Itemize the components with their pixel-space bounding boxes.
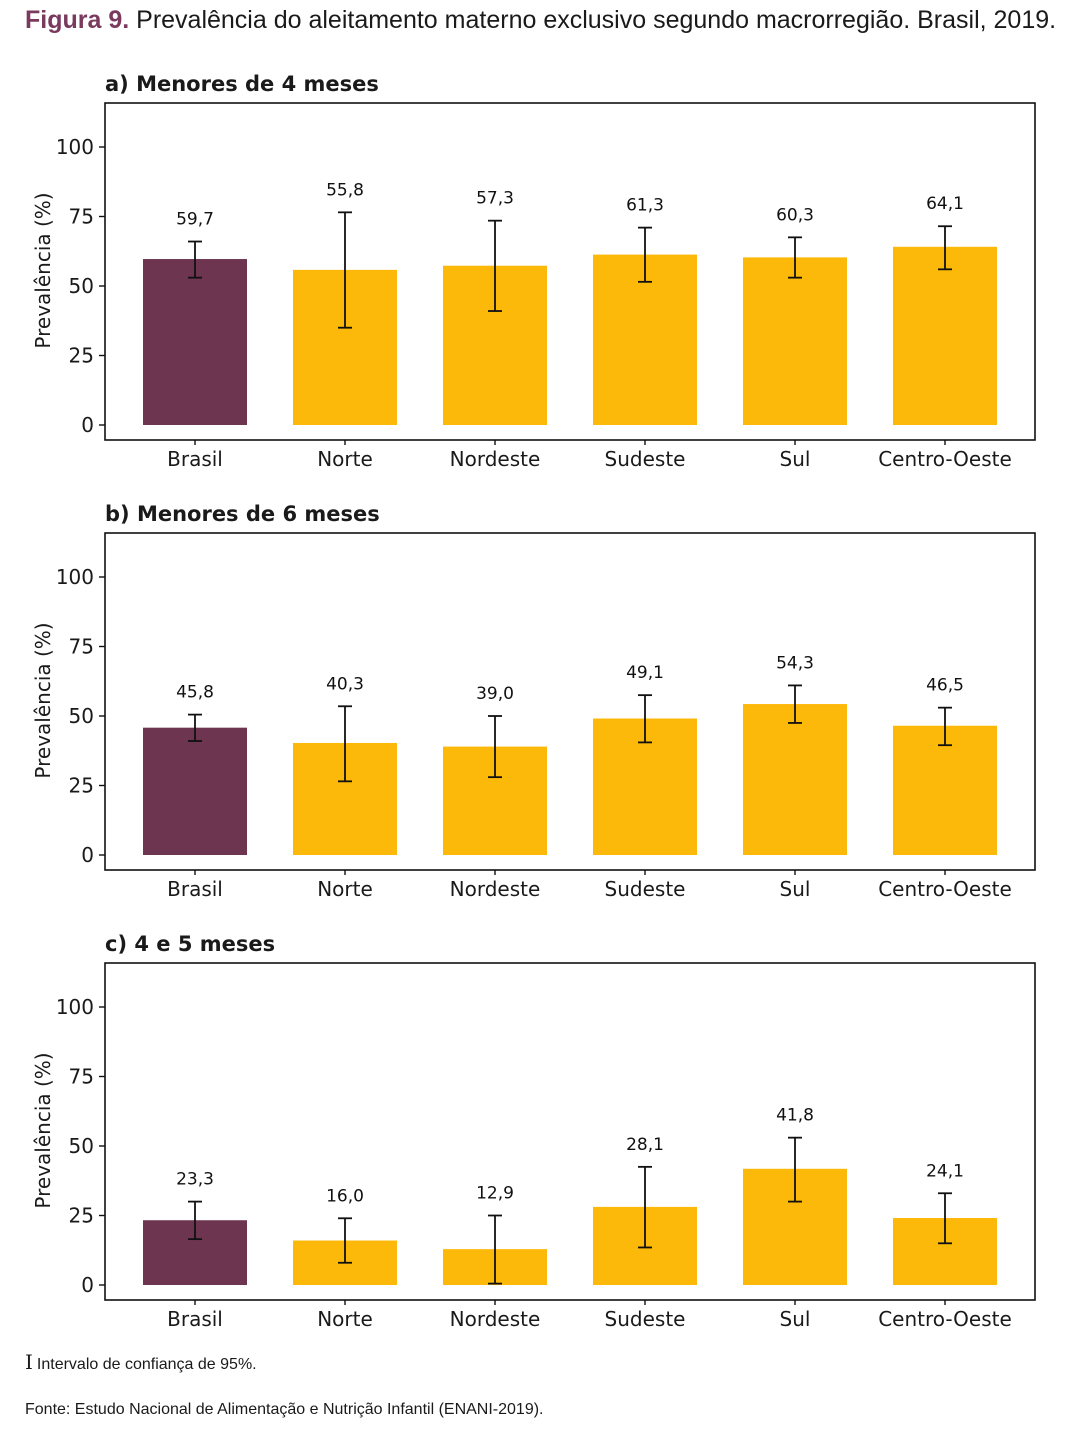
y-tick-label: 25 <box>69 1204 94 1228</box>
y-axis-label: Prevalência (%) <box>31 622 55 778</box>
data-label: 39,0 <box>476 684 514 704</box>
x-tick-label: Sudeste <box>605 1307 686 1331</box>
x-tick-label: Sul <box>780 877 811 901</box>
x-tick-label: Sudeste <box>605 877 686 901</box>
x-tick-label: Centro-Oeste <box>878 877 1012 901</box>
x-tick-label: Nordeste <box>450 1307 541 1331</box>
data-label: 49,1 <box>626 663 664 683</box>
x-tick-label: Nordeste <box>450 877 541 901</box>
data-label: 57,3 <box>476 189 514 209</box>
x-tick-label: Sul <box>780 447 811 471</box>
bar-sudeste <box>593 254 697 425</box>
x-tick-label: Sudeste <box>605 447 686 471</box>
data-label: 12,9 <box>476 1184 514 1204</box>
chart-panel-a: 0 25 50 75 100 Prevalência (%) 59,7 Brasil 55,8 N… <box>31 102 1036 471</box>
data-label: 40,3 <box>326 674 364 694</box>
source-footnote: Fonte: Estudo Nacional de Alimentação e … <box>25 1401 544 1418</box>
y-tick-label: 0 <box>81 413 94 437</box>
data-label: 41,8 <box>776 1106 814 1126</box>
y-tick-label: 100 <box>56 995 94 1019</box>
bar-brasil <box>143 727 247 855</box>
y-tick-label: 100 <box>56 135 94 159</box>
data-label: 64,1 <box>926 194 964 214</box>
ci-footnote: I Intervalo de confiança de 95%. <box>25 1350 257 1374</box>
data-label: 55,8 <box>326 180 364 200</box>
y-tick-label: 50 <box>69 704 94 728</box>
bar-centro-oeste <box>893 725 997 855</box>
data-label: 59,7 <box>176 210 214 230</box>
figure-title: Figura 9. Prevalência do aleitamento mat… <box>25 6 1056 35</box>
y-tick-label: 75 <box>69 1065 94 1089</box>
x-tick-label: Norte <box>317 1307 373 1331</box>
y-tick-label: 25 <box>69 774 94 798</box>
y-tick-label: 0 <box>81 843 94 867</box>
plot-frame <box>104 532 1036 871</box>
figure-title-text: Prevalência do aleitamento materno exclu… <box>136 6 1057 34</box>
y-tick-label: 0 <box>81 1273 94 1297</box>
x-tick-label: Norte <box>317 447 373 471</box>
y-tick-label: 50 <box>69 274 94 298</box>
data-label: 45,8 <box>176 683 214 703</box>
data-label: 16,0 <box>326 1186 364 1206</box>
data-label: 28,1 <box>626 1135 664 1155</box>
bar-centro-oeste <box>893 246 997 425</box>
plot-frame <box>104 102 1036 441</box>
x-tick-label: Brasil <box>167 877 223 901</box>
ci-footnote-text: Intervalo de confiança de 95%. <box>36 1356 257 1373</box>
x-tick-label: Centro-Oeste <box>878 1307 1012 1331</box>
y-tick-label: 50 <box>69 1134 94 1158</box>
y-tick-label: 100 <box>56 565 94 589</box>
x-tick-label: Brasil <box>167 447 223 471</box>
data-label: 23,3 <box>176 1170 214 1190</box>
bar-sul <box>743 257 847 425</box>
panel-b-title: b) Menores de 6 meses <box>105 502 380 526</box>
data-label: 61,3 <box>626 196 664 216</box>
y-axis-label: Prevalência (%) <box>31 1052 55 1208</box>
chart-panel-b: 0 25 50 75 100 Prevalência (%) 45,8 Brasil 40,3 N… <box>31 532 1036 901</box>
panel-c-title: c) 4 e 5 meses <box>105 932 276 956</box>
chart-panel-c: 0 25 50 75 100 Prevalência (%) 23,3 Brasil 16,0 N… <box>31 962 1036 1331</box>
data-label: 54,3 <box>776 653 814 673</box>
x-tick-label: Sul <box>780 1307 811 1331</box>
y-axis-label: Prevalência (%) <box>31 192 55 348</box>
y-tick-label: 25 <box>69 344 94 368</box>
bar-brasil <box>143 259 247 425</box>
data-label: 46,5 <box>926 676 964 696</box>
bar-sul <box>743 704 847 855</box>
data-label: 60,3 <box>776 205 814 225</box>
x-tick-label: Centro-Oeste <box>878 447 1012 471</box>
y-tick-label: 75 <box>69 205 94 229</box>
x-tick-label: Brasil <box>167 1307 223 1331</box>
plot-frame <box>104 962 1036 1301</box>
panel-a-title: a) Menores de 4 meses <box>105 72 379 96</box>
confidence-interval-icon: I <box>25 1350 33 1374</box>
figure-label: Figura 9. <box>25 6 130 34</box>
x-tick-label: Nordeste <box>450 447 541 471</box>
x-tick-label: Norte <box>317 877 373 901</box>
data-label: 24,1 <box>926 1161 964 1181</box>
y-tick-label: 75 <box>69 635 94 659</box>
